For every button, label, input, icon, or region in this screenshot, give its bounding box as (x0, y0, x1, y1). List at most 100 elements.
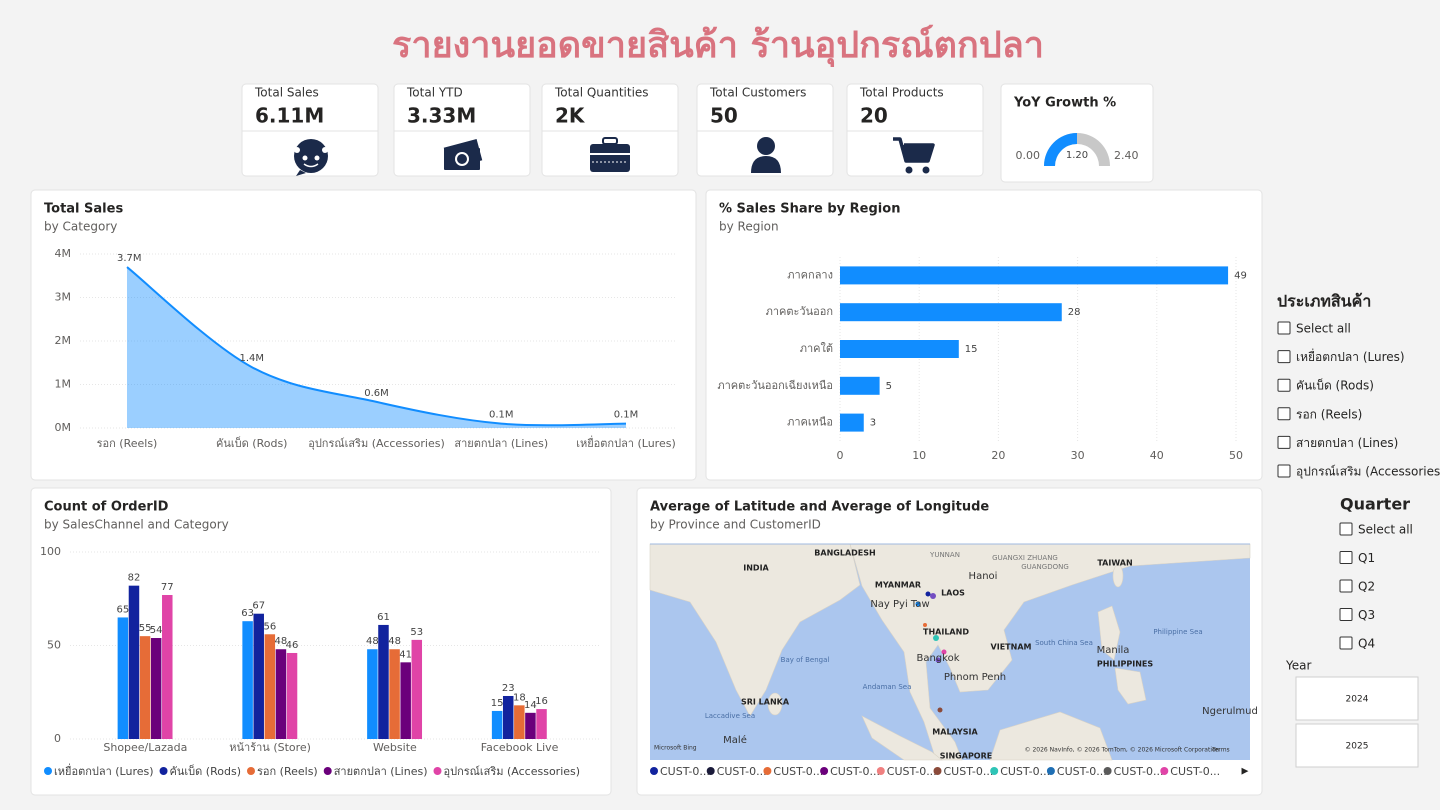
checkbox[interactable] (1339, 636, 1353, 650)
slicer-item[interactable]: อุปกรณ์เสริม (Accessories) (1296, 465, 1440, 480)
data-label: 18 (513, 692, 526, 703)
legend-label: CUST-0... (717, 765, 767, 778)
slicer-item[interactable]: สายตกปลา (Lines) (1296, 436, 1398, 450)
data-label: 3.7M (117, 253, 142, 264)
map-label: Phnom Penh (944, 672, 1006, 683)
x-tick-label: หน้าร้าน (Store) (229, 741, 311, 754)
year-button[interactable] (1295, 676, 1419, 721)
checkbox[interactable] (1277, 321, 1291, 335)
slicer-item[interactable]: Select all (1358, 523, 1413, 537)
slicer-item[interactable]: เหยื่อตกปลา (Lures) (1296, 348, 1405, 364)
map-label: Nay Pyi Taw (870, 599, 929, 610)
legend-scroll-arrow[interactable]: ▶ (1242, 767, 1249, 777)
legend-label: คันเบ็ด (Rods) (170, 764, 241, 778)
data-label: 48 (366, 636, 379, 647)
x-tick-label: รอก (Reels) (97, 437, 158, 450)
data-label: 46 (286, 640, 299, 651)
gauge-value-label: 1.20 (1066, 150, 1088, 161)
bar (840, 413, 864, 432)
data-label: 28 (1068, 307, 1081, 318)
chart-card (30, 487, 612, 796)
slicer-title: Quarter (1340, 495, 1410, 514)
slicer-item[interactable]: Q4 (1358, 637, 1375, 651)
checkbox[interactable] (1277, 464, 1291, 478)
data-label: 5 (886, 381, 892, 392)
x-tick-label: 0 (837, 449, 844, 462)
data-label: 48 (275, 636, 288, 647)
legend-label: CUST-0... (944, 765, 994, 778)
legend-marker (933, 767, 942, 775)
data-label: 77 (161, 582, 174, 593)
map-label: MALAYSIA (932, 728, 978, 737)
chart-subtitle: by Region (719, 220, 779, 234)
bar (242, 621, 253, 739)
data-label: 48 (388, 636, 401, 647)
legend-label: CUST-0... (660, 765, 710, 778)
legend-marker (706, 767, 715, 775)
y-tick-label: ภาคใต้ (800, 342, 833, 355)
legend-label: อุปกรณ์เสริม (Accessories) (444, 765, 581, 778)
slicer-item[interactable]: คันเบ็ด (Rods) (1296, 378, 1374, 393)
slicer-item[interactable]: Q3 (1358, 608, 1375, 622)
checkbox[interactable] (1277, 435, 1291, 449)
checkbox[interactable] (1339, 579, 1353, 593)
y-tick-label: 50 (47, 639, 61, 652)
bar (162, 595, 173, 739)
slicer-item[interactable]: รอก (Reels) (1296, 407, 1362, 421)
legend-label: CUST-0... (1057, 765, 1107, 778)
bar (264, 634, 276, 739)
chart-title: YoY Growth % (1013, 96, 1116, 111)
kpi-icon (893, 137, 935, 174)
data-label: 14 (524, 700, 537, 711)
bar (840, 340, 959, 358)
year-button-label[interactable]: 2024 (1346, 695, 1369, 705)
chart-title: Total Sales (44, 202, 123, 217)
year-button-label[interactable]: 2025 (1346, 742, 1369, 752)
chart-card (30, 189, 697, 481)
area-fill (127, 267, 626, 428)
map-label: Malé (723, 734, 747, 746)
checkbox[interactable] (1339, 551, 1353, 564)
bar (150, 638, 162, 739)
checkbox[interactable] (1277, 378, 1291, 392)
kpi-value: 50 (710, 104, 738, 128)
bar (139, 636, 151, 739)
checkbox[interactable] (1339, 522, 1353, 536)
legend-marker (1046, 767, 1055, 775)
bar (411, 639, 423, 739)
checkbox[interactable] (1277, 407, 1291, 421)
map-label: Andaman Sea (863, 683, 912, 691)
data-label: 1.4M (239, 353, 264, 364)
x-tick-label: 40 (1150, 449, 1164, 462)
data-label: 61 (377, 612, 390, 623)
map-label: Laccadive Sea (705, 712, 755, 720)
card-frame (541, 83, 679, 177)
map-label: LAOS (941, 589, 965, 598)
map-title: Average of Latitude and Average of Longi… (650, 500, 989, 515)
map-label: TAIWAN (1097, 559, 1132, 568)
bar (502, 695, 514, 739)
legend-label: CUST-0... (887, 765, 937, 778)
data-label: 0.1M (614, 410, 639, 421)
slicer-item[interactable]: Q1 (1358, 551, 1375, 565)
legend-marker (1160, 767, 1169, 775)
x-tick-label: เหยื่อตกปลา (Lures) (576, 435, 676, 450)
slicer-item[interactable]: Select all (1296, 322, 1351, 336)
gauge-value (1044, 133, 1077, 166)
year-button[interactable] (1295, 723, 1419, 768)
kpi-value: 20 (860, 104, 888, 128)
chart-card (705, 189, 1263, 481)
map-label: YUNNAN (929, 551, 960, 559)
map-land (649, 543, 1251, 761)
map-label: GUANGXI ZHUANG (992, 554, 1058, 562)
y-tick-label: 100 (40, 545, 61, 558)
map-label: South China Sea (1035, 639, 1093, 647)
slicer-item[interactable]: Q2 (1358, 580, 1375, 594)
checkbox[interactable] (1277, 350, 1291, 364)
map-label: Terms (1211, 747, 1230, 754)
checkbox[interactable] (1339, 608, 1353, 621)
y-tick-label: 4M (55, 247, 72, 260)
map-label: GUANGDONG (1021, 563, 1069, 571)
bar (389, 649, 400, 739)
